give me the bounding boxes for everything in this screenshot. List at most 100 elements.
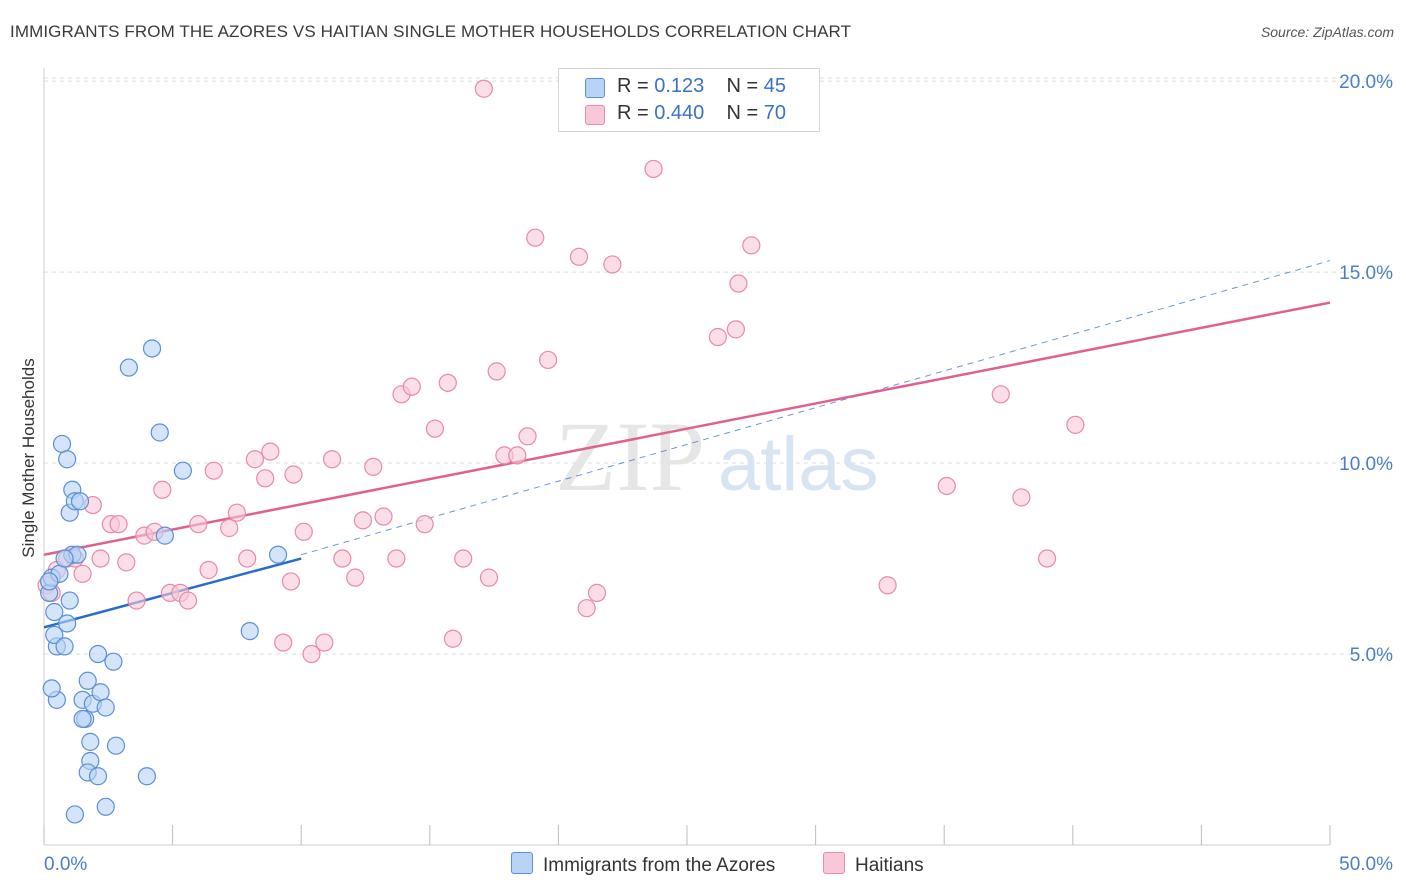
azores-point xyxy=(268,545,288,564)
azores-point xyxy=(88,767,108,786)
azores-point xyxy=(55,637,74,656)
azores-point xyxy=(106,736,126,755)
bottom-legend-swatch-haitians xyxy=(823,852,845,874)
haitians-point xyxy=(708,327,727,347)
haitians-point xyxy=(878,576,897,595)
haitians-point xyxy=(587,583,607,603)
haitians-point xyxy=(937,476,956,496)
haitians-point xyxy=(189,515,208,534)
haitians-point xyxy=(220,518,239,538)
haitians-point xyxy=(322,450,342,469)
haitians-point xyxy=(479,568,499,587)
haitians-point xyxy=(603,255,622,274)
azores-point xyxy=(104,652,123,671)
bottom-legend-haitians: Haitians xyxy=(823,852,924,877)
haitians-point xyxy=(346,568,365,587)
haitians-point xyxy=(153,480,172,499)
haitians-point xyxy=(199,560,218,580)
haitians-point xyxy=(1012,488,1031,507)
haitians-point xyxy=(302,644,321,664)
azores-point xyxy=(60,591,79,610)
legend-n-label: N = xyxy=(726,102,759,124)
azores-point xyxy=(240,622,259,641)
legend-n-value: 45 xyxy=(763,75,787,97)
haitians-point xyxy=(274,633,293,652)
azores-trend-extension xyxy=(301,260,1331,556)
haitians-point xyxy=(294,522,313,541)
bottom-legend-label-azores: Immigrants from the Azores xyxy=(543,855,776,876)
y-tick-label: 20.0% xyxy=(1339,72,1393,93)
haitians-point xyxy=(91,549,110,568)
legend-r-value: 0.440 xyxy=(654,102,705,124)
azores-point xyxy=(88,644,108,664)
watermark-zip: ZIP xyxy=(555,401,705,512)
haitians-trend-line xyxy=(43,301,1331,556)
y-tick-label: 15.0% xyxy=(1339,263,1393,284)
bottom-legend-swatch-azores xyxy=(511,852,533,874)
legend-swatch-azores xyxy=(585,78,605,98)
haitians-point xyxy=(117,553,136,572)
azores-point xyxy=(91,683,110,702)
haitians-point xyxy=(127,591,146,610)
azores-point xyxy=(58,614,77,633)
bottom-legend-label-haitians: Haitians xyxy=(855,855,924,876)
azores-point xyxy=(137,767,156,786)
data-points xyxy=(37,79,1085,824)
haitians-point xyxy=(425,419,445,438)
haitians-point xyxy=(991,385,1010,404)
haitians-point xyxy=(284,465,303,484)
haitians-point xyxy=(569,247,589,266)
haitians-point xyxy=(1066,415,1085,434)
azores-point xyxy=(173,461,192,480)
azores-point xyxy=(55,549,74,568)
haitians-point xyxy=(333,549,352,568)
haitians-point xyxy=(1037,549,1057,568)
haitians-point xyxy=(454,549,473,568)
azores-point xyxy=(45,602,64,622)
azores-point xyxy=(70,492,90,511)
azores-point xyxy=(150,423,169,442)
haitians-point xyxy=(73,564,92,583)
legend-r-value: 0.123 xyxy=(654,75,705,97)
haitians-point xyxy=(487,362,506,381)
chart-title: IMMIGRANTS FROM THE AZORES VS HAITIAN SI… xyxy=(10,22,852,41)
haitians-point xyxy=(438,373,457,392)
axes xyxy=(43,68,1331,846)
azores-point xyxy=(52,434,72,454)
haitians-point xyxy=(518,427,537,446)
y-tick-label: 10.0% xyxy=(1339,454,1393,475)
haitians-point xyxy=(227,503,246,522)
haitians-point xyxy=(526,228,545,247)
tick-labels: 5.0% 10.0% 15.0% 20.0% 0.0% 50.0% xyxy=(44,72,1393,875)
legend-n-value: 70 xyxy=(763,102,787,124)
haitians-point xyxy=(281,572,301,591)
azores-point xyxy=(96,698,115,717)
trend-lines xyxy=(43,260,1331,629)
chart-source: Source: ZipAtlas.com xyxy=(1260,24,1394,40)
azores-point xyxy=(42,679,61,698)
azores-point xyxy=(65,805,84,824)
haitians-point xyxy=(474,79,493,98)
legend-r-label: R = xyxy=(617,75,649,97)
haitians-point xyxy=(256,469,275,488)
x-tick-label: 50.0% xyxy=(1339,854,1393,875)
haitians-point xyxy=(443,629,463,648)
y-tick-label: 5.0% xyxy=(1350,645,1393,666)
azores-point xyxy=(40,572,59,591)
haitians-point xyxy=(315,633,334,652)
haitians-point xyxy=(577,599,596,618)
x-tick-label: 0.0% xyxy=(44,854,87,875)
haitians-point xyxy=(742,236,761,255)
legend-r-label: R = xyxy=(617,102,649,124)
haitians-point xyxy=(261,442,280,461)
haitians-point xyxy=(178,591,198,610)
haitians-point xyxy=(245,450,265,469)
azores-point xyxy=(155,526,174,545)
haitians-point xyxy=(539,350,558,370)
haitians-point xyxy=(402,377,421,396)
azores-point xyxy=(96,797,115,816)
haitians-point xyxy=(109,515,128,534)
azores-point xyxy=(78,671,97,690)
haitians-point xyxy=(238,549,257,568)
